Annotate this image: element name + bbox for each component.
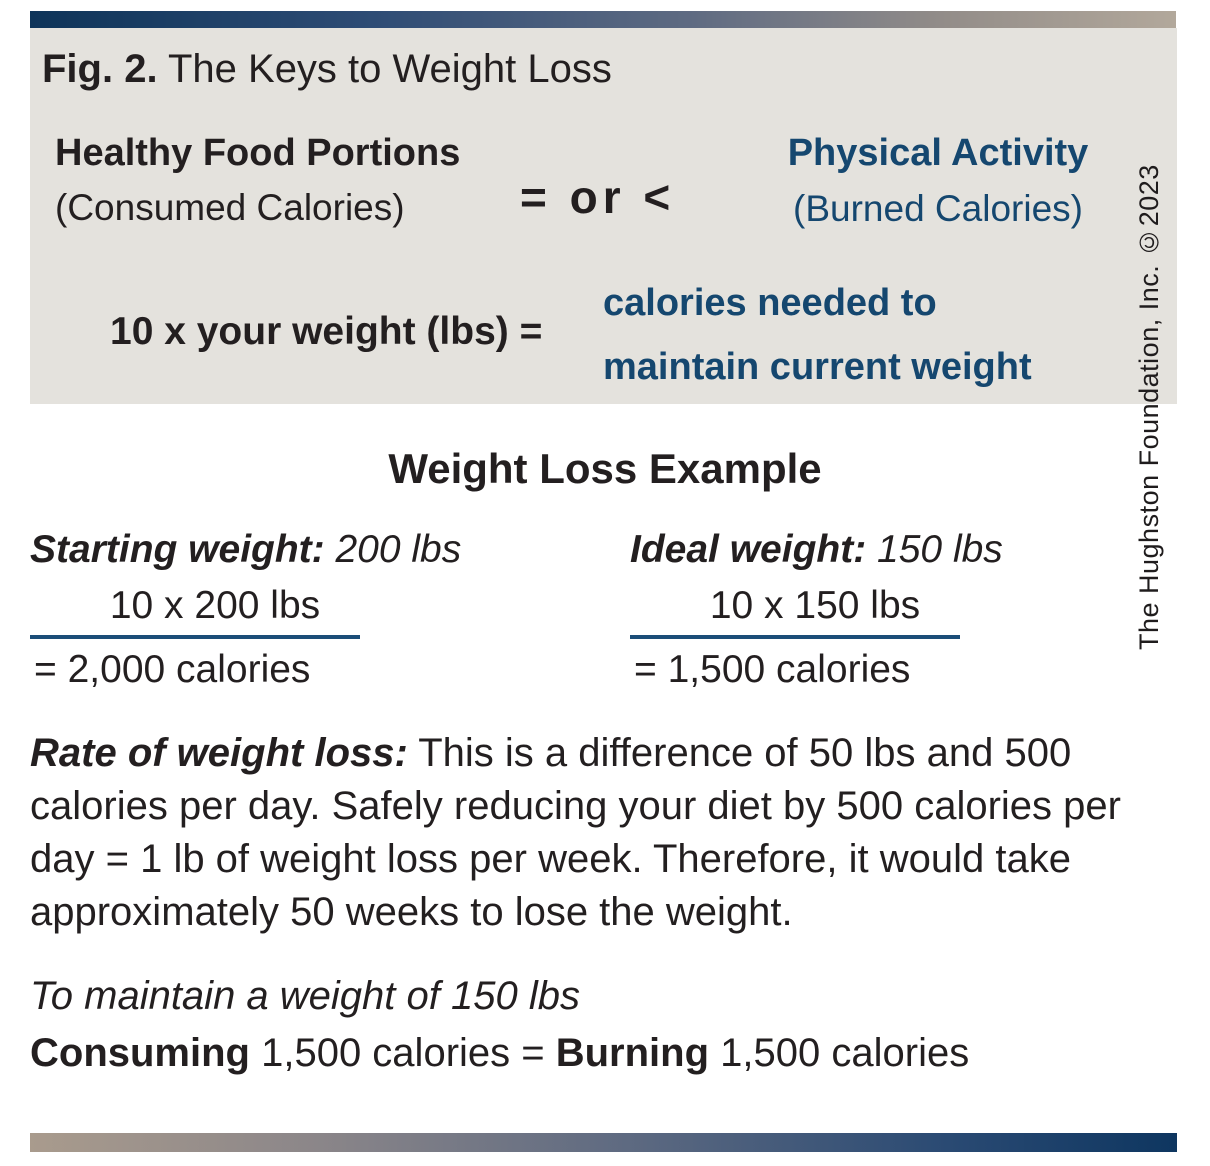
- example-heading: Weight Loss Example: [388, 445, 822, 492]
- figure-title-text: The Keys to Weight Loss: [157, 47, 612, 91]
- figure-caption: Fig. 2. The Keys to Weight Loss: [42, 47, 612, 91]
- physical-activity-term: Physical Activity (Burned Calories): [764, 132, 1112, 229]
- top-gradient-bar: [30, 11, 1176, 28]
- rate-of-weight-loss-paragraph: Rate of weight loss: This is a differenc…: [30, 727, 1155, 939]
- burning-label: Burning: [555, 1031, 710, 1075]
- healthy-food-portions-title: Healthy Food Portions: [55, 132, 461, 174]
- ideal-weight-column: Ideal weight: 150 lbs 10 x 150 lbs = 1,5…: [630, 528, 1003, 698]
- starting-weight-column: Starting weight: 200 lbs 10 x 200 lbs = …: [30, 528, 461, 698]
- ideal-weight-calculation: 10 x 150 lbs: [709, 584, 921, 627]
- maintain-intro: To maintain a weight of 150 lbs: [30, 974, 580, 1018]
- ideal-weight-label: Ideal weight:: [630, 528, 867, 571]
- copyright-credit: The Hughston Foundation, Inc. ©2023: [1134, 164, 1164, 650]
- burned-calories-subtitle: (Burned Calories): [793, 187, 1083, 229]
- figure-number: Fig. 2.: [42, 47, 158, 91]
- weight-formula-input: 10 x your weight (lbs) =: [110, 310, 543, 353]
- bottom-gradient-bar: [30, 1133, 1177, 1152]
- equation-operator: = or <: [520, 171, 676, 223]
- starting-weight-value: 200 lbs: [324, 528, 462, 571]
- rate-of-weight-loss-label: Rate of weight loss:: [30, 731, 408, 775]
- consumed-calories-subtitle: (Consumed Calories): [55, 186, 405, 228]
- figure-panel: [30, 28, 1177, 404]
- fraction-rule: [30, 635, 360, 639]
- ideal-weight-result: = 1,500 calories: [634, 648, 911, 691]
- starting-weight-result: = 2,000 calories: [34, 648, 311, 691]
- rate-of-weight-loss-text: This is a difference of 50 lbs and 500 c…: [30, 731, 1121, 934]
- starting-weight-label: Starting weight:: [30, 528, 325, 571]
- consuming-value: 1,500 calories =: [249, 1031, 556, 1075]
- consuming-label: Consuming: [30, 1031, 250, 1075]
- starting-weight-calculation: 10 x 200 lbs: [109, 584, 321, 627]
- maintain-equation: Consuming 1,500 calories = Burning 1,500…: [30, 1031, 969, 1076]
- weight-formula-output: calories needed to maintain current weig…: [603, 271, 1032, 399]
- ideal-weight-line: Ideal weight: 150 lbs: [630, 528, 1003, 572]
- fraction-rule: [630, 635, 960, 639]
- ideal-weight-value: 150 lbs: [866, 528, 1003, 571]
- burning-value: 1,500 calories: [709, 1031, 970, 1075]
- healthy-food-portions-term: Healthy Food Portions (Consumed Calories…: [55, 132, 461, 228]
- formula-output-line1: calories needed to: [603, 282, 937, 324]
- starting-weight-line: Starting weight: 200 lbs: [30, 528, 461, 572]
- formula-output-line2: maintain current weight: [603, 346, 1032, 388]
- physical-activity-title: Physical Activity: [787, 132, 1089, 174]
